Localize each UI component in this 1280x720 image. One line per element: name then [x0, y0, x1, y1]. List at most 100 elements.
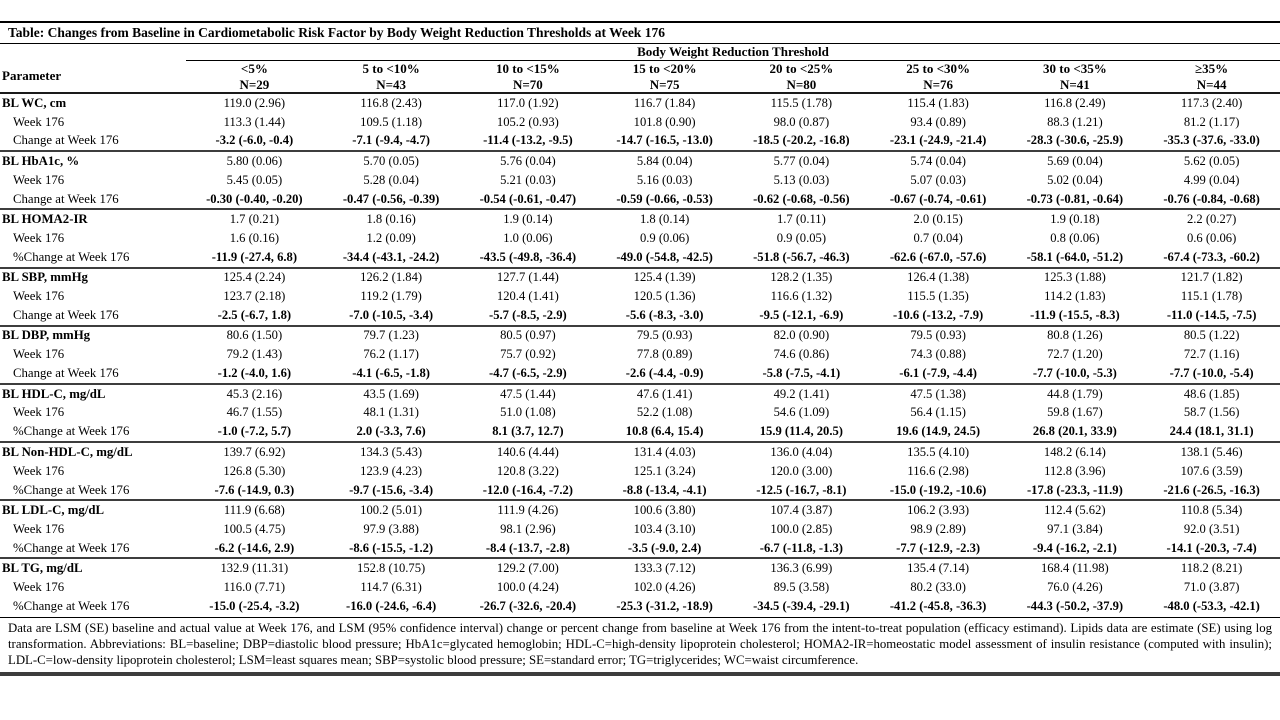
data-cell: 2.0 (0.15): [913, 212, 963, 227]
table-row: %Change at Week 176 -1.0 (-7.2, 5.7) 2.0 (…: [0, 423, 1280, 442]
row-label: %Change at Week 176: [13, 482, 130, 497]
table-row: BL WC, cm 119.0 (2.96) 116.8 (2.43) 117.0 (…: [0, 93, 1280, 112]
data-cell: -67.4 (-73.3, -60.2): [1163, 249, 1260, 264]
row-label: BL TG, mg/dL: [2, 561, 83, 576]
data-cell: -4.1 (-6.5, -1.8): [352, 366, 430, 381]
data-cell: -48.0 (-53.3, -42.1): [1163, 599, 1260, 614]
data-cell: -2.5 (-6.7, 1.8): [217, 307, 292, 322]
data-cell: 4.99 (0.04): [1183, 172, 1240, 187]
data-cell: 2.2 (0.27): [1186, 212, 1237, 227]
table-row: BL TG, mg/dL 132.9 (11.31) 152.8 (10.75) 12…: [0, 558, 1280, 577]
table-row: Week 176 46.7 (1.55) 48.1 (1.31) 51.0 (1.08…: [0, 403, 1280, 422]
data-cell: 112.4 (5.62): [1044, 502, 1106, 517]
data-cell: 111.9 (6.68): [223, 502, 285, 517]
row-label: %Change at Week 176: [13, 540, 130, 555]
data-cell: 88.3 (1.21): [1047, 114, 1103, 129]
row-label: BL HDL-C, mg/dL: [2, 386, 106, 401]
column-header-threshold-1: 5 to <10% N=43: [323, 61, 460, 94]
data-cell: 100.6 (3.80): [633, 502, 696, 517]
data-cell: 1.9 (0.14): [503, 212, 553, 227]
data-cell: -15.0 (-19.2, -10.6): [889, 482, 987, 497]
data-cell: 100.5 (4.75): [223, 521, 286, 536]
data-cell: -7.1 (-9.4, -4.7): [352, 133, 430, 148]
data-cell: 119.0 (2.96): [223, 95, 286, 110]
data-cell: -11.0 (-14.5, -7.5): [1166, 307, 1257, 322]
data-cell: -49.0 (-54.8, -42.5): [616, 249, 713, 264]
data-cell: 52.2 (1.08): [636, 405, 693, 420]
data-cell: -10.6 (-13.2, -7.9): [893, 307, 984, 322]
column-header-row: Parameter <5% N=29 5 to <10% N=43 10 to <15%…: [0, 61, 1280, 94]
parameter-group-3: BL SBP, mmHg 125.4 (2.24) 126.2 (1.84) 127.…: [0, 267, 1280, 326]
data-cell: 100.2 (5.01): [360, 502, 423, 517]
data-cell: 126.2 (1.84): [360, 270, 423, 285]
data-cell: 125.4 (1.39): [633, 270, 696, 285]
data-cell: 5.84 (0.04): [636, 153, 693, 168]
data-cell: -14.7 (-16.5, -13.0): [616, 133, 713, 148]
threshold-n-label: N=44: [1196, 76, 1227, 92]
data-cell: 79.5 (0.93): [636, 328, 693, 343]
data-cell: 138.1 (5.46): [1180, 444, 1243, 459]
data-cell: 80.5 (1.22): [1183, 328, 1240, 343]
data-cell: 120.5 (1.36): [633, 289, 696, 304]
data-cell: 92.0 (3.51): [1183, 521, 1240, 536]
data-cell: 46.7 (1.55): [226, 405, 283, 420]
data-cell: 0.6 (0.06): [1186, 230, 1237, 245]
data-cell: 5.80 (0.06): [226, 153, 283, 168]
row-label: BL SBP, mmHg: [2, 270, 88, 285]
column-header-threshold-2: 10 to <15% N=70: [460, 61, 597, 94]
table-header: Body Weight Reduction Threshold Paramete…: [0, 44, 1280, 93]
data-cell: 5.74 (0.04): [910, 153, 966, 168]
data-cell: 114.2 (1.83): [1044, 289, 1106, 304]
data-cell: 79.2 (1.43): [226, 347, 283, 362]
data-cell: 139.7 (6.92): [223, 444, 286, 459]
threshold-n-label: N=70: [512, 76, 543, 92]
data-cell: -21.6 (-26.5, -16.3): [1163, 482, 1260, 497]
data-cell: 19.6 (14.9, 24.5): [896, 424, 981, 439]
parameter-group-2: BL HOMA2-IR 1.7 (0.21) 1.8 (0.16) 1.9 (0.14…: [0, 209, 1280, 267]
row-label: Change at Week 176: [13, 366, 119, 381]
data-cell: 43.5 (1.69): [363, 386, 419, 401]
data-cell: -35.3 (-37.6, -33.0): [1163, 133, 1260, 148]
threshold-n-label: N=29: [239, 76, 270, 92]
data-cell: 44.8 (1.79): [1047, 386, 1103, 401]
row-label: Week 176: [13, 405, 65, 420]
row-label: BL LDL-C, mg/dL: [2, 502, 105, 517]
threshold-range-label: 25 to <30%: [906, 61, 970, 76]
table-row: Week 176 113.3 (1.44) 109.5 (1.18) 105.2 (0…: [0, 112, 1280, 131]
data-cell: 135.4 (7.14): [907, 561, 970, 576]
data-cell: 136.0 (4.04): [770, 444, 833, 459]
data-cell: -9.5 (-12.1, -6.9): [759, 307, 844, 322]
data-cell: 51.0 (1.08): [500, 405, 556, 420]
data-cell: -0.67 (-0.74, -0.61): [889, 191, 987, 206]
data-cell: -41.2 (-45.8, -36.3): [889, 599, 987, 614]
data-cell: 58.7 (1.56): [1183, 405, 1240, 420]
table-row: BL DBP, mmHg 80.6 (1.50) 79.7 (1.23) 80.5 (…: [0, 326, 1280, 345]
column-header-threshold-0: <5% N=29: [186, 61, 323, 94]
data-cell: 107.6 (3.59): [1180, 463, 1243, 478]
data-cell: -23.1 (-24.9, -21.4): [889, 133, 987, 148]
data-cell: 105.2 (0.93): [496, 114, 559, 129]
data-cell: 72.7 (1.16): [1183, 347, 1240, 362]
table-row: Change at Week 176 -0.30 (-0.40, -0.20) -0…: [0, 190, 1280, 209]
row-label: BL WC, cm: [2, 95, 67, 110]
data-cell: -3.5 (-9.0, 2.4): [627, 540, 702, 555]
data-cell: 56.4 (1.15): [910, 405, 966, 420]
parameter-group-1: BL HbA1c, % 5.80 (0.06) 5.70 (0.05) 5.76 (0…: [0, 151, 1280, 209]
data-cell: 5.28 (0.04): [363, 172, 419, 187]
data-cell: 123.7 (2.18): [223, 289, 286, 304]
data-cell: 5.21 (0.03): [500, 172, 556, 187]
data-cell: -11.9 (-15.5, -8.3): [1030, 307, 1120, 322]
data-cell: 48.6 (1.85): [1183, 386, 1240, 401]
data-cell: 120.8 (3.22): [496, 463, 559, 478]
data-cell: 0.7 (0.04): [913, 230, 963, 245]
data-cell: 24.4 (18.1, 31.1): [1169, 424, 1254, 439]
data-cell: 100.0 (2.85): [770, 521, 833, 536]
span-header-body-weight-reduction-threshold: Body Weight Reduction Threshold: [186, 44, 1280, 61]
data-cell: 75.7 (0.92): [500, 347, 556, 362]
data-cell: 5.07 (0.03): [910, 172, 966, 187]
data-cell: 1.2 (0.09): [366, 230, 416, 245]
data-cell: -3.2 (-6.0, -0.4): [215, 133, 294, 148]
data-cell: -28.3 (-30.6, -25.9): [1026, 133, 1124, 148]
data-cell: 123.9 (4.23): [360, 463, 423, 478]
data-cell: 76.2 (1.17): [363, 347, 419, 362]
